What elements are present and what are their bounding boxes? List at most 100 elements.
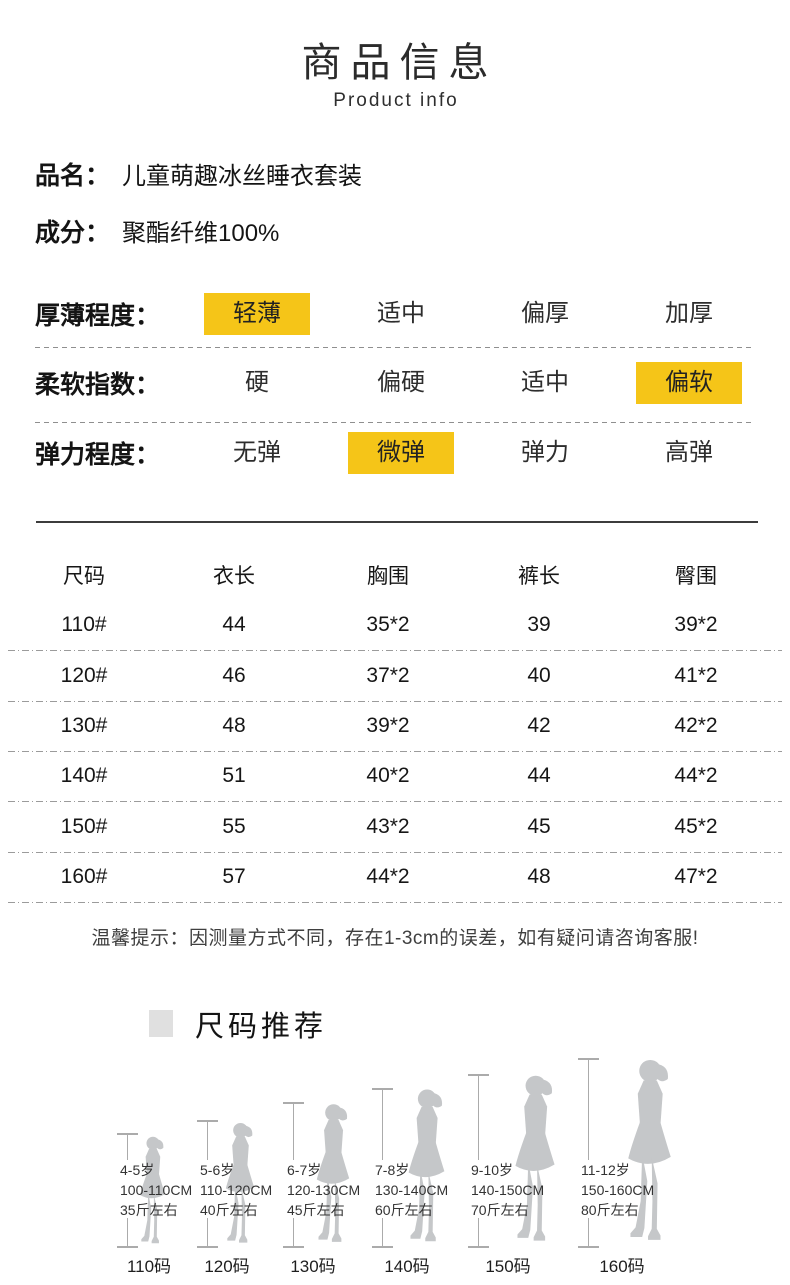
column-header: 裤长 xyxy=(518,565,560,589)
column-header: 尺码 xyxy=(63,565,105,589)
height-range: 110-120CM xyxy=(200,1182,273,1198)
divider xyxy=(8,852,782,853)
table-cell: 39 xyxy=(527,613,551,637)
divider xyxy=(8,801,782,802)
attr-label: 柔软指数： xyxy=(35,371,161,399)
table-row: 120# 46 37*2 40 41*2 xyxy=(20,651,770,701)
ruler-icon xyxy=(468,1074,489,1160)
divider xyxy=(36,521,758,523)
measurement-notice: 温馨提示：因测量方式不同，存在1-3cm的误差，如有疑问请咨询客服! xyxy=(91,928,699,949)
attr-option-cell: 无弹 xyxy=(185,432,329,474)
divider xyxy=(35,422,755,423)
table-cell: 39*2 xyxy=(674,613,718,637)
table-cell: 120# xyxy=(60,663,108,687)
attr-option-cell: 适中 xyxy=(329,293,473,335)
attr-option: 偏硬 xyxy=(377,369,425,396)
attr-option-selected: 偏软 xyxy=(636,362,742,404)
table-row: 140# 51 40*2 44 44*2 xyxy=(20,751,770,801)
attr-label: 厚薄程度： xyxy=(35,302,161,330)
height-range: 120-130CM xyxy=(287,1182,361,1198)
attr-row-thickness: 厚薄程度： 轻薄 适中 偏厚 加厚 xyxy=(0,293,790,335)
size-rec-label: 4-5岁 100-110CM 35斤左右 xyxy=(120,1160,192,1220)
table-cell: 160# xyxy=(60,864,108,888)
column-header: 胸围 xyxy=(367,565,409,589)
attr-option: 偏厚 xyxy=(521,300,569,327)
weight-range: 80斤左右 xyxy=(581,1202,639,1218)
size-recommendation-title: 尺码推荐 xyxy=(195,1011,328,1043)
attr-option-selected: 轻薄 xyxy=(204,293,310,335)
table-cell: 51 xyxy=(222,764,246,788)
ruler-icon xyxy=(283,1218,304,1248)
table-cell: 44*2 xyxy=(366,864,410,888)
attr-option-cell: 轻薄 xyxy=(185,293,329,335)
attr-row-elasticity: 弹力程度： 无弹 微弹 弹力 高弹 xyxy=(0,432,790,474)
ruler-icon xyxy=(578,1218,599,1248)
age-range: 9-10岁 xyxy=(471,1162,514,1178)
table-row: 160# 57 44*2 48 47*2 xyxy=(20,852,770,902)
divider xyxy=(8,902,782,903)
age-range: 7-8岁 xyxy=(375,1162,410,1178)
size-rec-label: 6-7岁 120-130CM 45斤左右 xyxy=(287,1160,360,1220)
field-label: 成分： xyxy=(35,219,111,247)
attr-option-cell: 硬 xyxy=(185,362,329,404)
size-table-header-row: 尺码 衣长 胸围 裤长 臀围 xyxy=(20,550,770,600)
field-value: 儿童萌趣冰丝睡衣套装 xyxy=(122,163,363,190)
size-code: 150码 xyxy=(485,1257,531,1276)
table-cell: 44 xyxy=(222,613,246,637)
height-range: 100-110CM xyxy=(120,1182,193,1198)
height-range: 150-160CM xyxy=(581,1182,655,1198)
table-row: 150# 55 43*2 45 45*2 xyxy=(20,801,770,851)
table-cell: 40*2 xyxy=(366,764,410,788)
table-cell: 150# xyxy=(60,814,108,838)
table-cell: 40 xyxy=(527,663,551,687)
attr-option-cell: 偏厚 xyxy=(473,293,617,335)
attr-option-cell: 微弹 xyxy=(329,432,473,474)
table-cell: 41*2 xyxy=(674,663,718,687)
attr-option: 硬 xyxy=(245,369,269,396)
table-cell: 37*2 xyxy=(366,663,410,687)
ruler-icon xyxy=(117,1218,138,1248)
ruler-icon xyxy=(197,1218,218,1248)
attr-row-softness: 柔软指数： 硬 偏硬 适中 偏软 xyxy=(0,362,790,404)
square-bullet-icon xyxy=(149,1010,173,1037)
age-range: 5-6岁 xyxy=(200,1162,235,1178)
attr-option: 适中 xyxy=(521,369,569,396)
size-rec-label: 11-12岁 150-160CM 80斤左右 xyxy=(581,1160,654,1220)
table-cell: 47*2 xyxy=(674,864,718,888)
size-code: 130码 xyxy=(290,1257,336,1276)
weight-range: 70斤左右 xyxy=(471,1202,529,1218)
field-product-name: 品名： 儿童萌趣冰丝睡衣套装 xyxy=(35,156,362,192)
attr-option: 适中 xyxy=(377,300,425,327)
column-header: 臀围 xyxy=(675,565,717,589)
table-cell: 130# xyxy=(60,714,108,738)
size-code: 160码 xyxy=(599,1257,645,1276)
table-cell: 44 xyxy=(527,764,551,788)
ruler-icon xyxy=(468,1218,489,1248)
age-range: 11-12岁 xyxy=(581,1162,630,1178)
attr-option-selected: 微弹 xyxy=(348,432,454,474)
weight-range: 40斤左右 xyxy=(200,1202,258,1218)
weight-range: 45斤左右 xyxy=(287,1202,345,1218)
table-cell: 110# xyxy=(61,613,107,637)
height-range: 140-150CM xyxy=(471,1182,545,1198)
divider xyxy=(8,701,782,702)
table-cell: 45*2 xyxy=(674,814,718,838)
divider xyxy=(8,650,782,651)
page-title: 商品信息 xyxy=(301,41,498,85)
table-cell: 42*2 xyxy=(674,714,718,738)
attr-option: 加厚 xyxy=(665,300,713,327)
column-header: 衣长 xyxy=(213,565,255,589)
table-cell: 140# xyxy=(60,764,108,788)
attr-option-cell: 偏硬 xyxy=(329,362,473,404)
size-recommendation-figures: 4-5岁 100-110CM 35斤左右 110码 5-6岁 110-120CM… xyxy=(0,1048,790,1285)
table-cell: 35*2 xyxy=(366,613,410,637)
table-cell: 55 xyxy=(222,814,246,838)
table-cell: 43*2 xyxy=(366,814,410,838)
attr-option-cell: 偏软 xyxy=(617,362,761,404)
attr-option-cell: 高弹 xyxy=(617,432,761,474)
size-table: 尺码 衣长 胸围 裤长 臀围 110# 44 35*2 39 39*2 120#… xyxy=(20,550,770,902)
ruler-icon xyxy=(372,1218,393,1248)
table-cell: 44*2 xyxy=(674,764,718,788)
height-range: 130-140CM xyxy=(375,1182,449,1198)
table-cell: 57 xyxy=(222,864,246,888)
